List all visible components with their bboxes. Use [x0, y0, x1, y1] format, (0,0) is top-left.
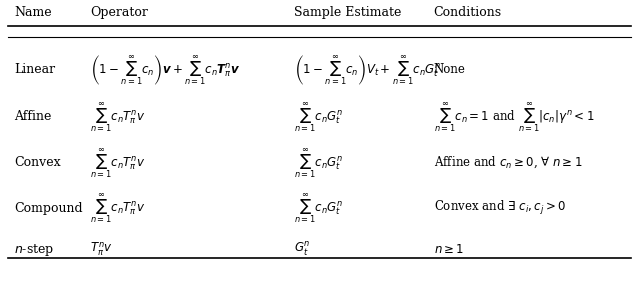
Text: $n$-step: $n$-step — [14, 242, 54, 257]
Text: Operator: Operator — [90, 6, 148, 19]
Text: Convex: Convex — [14, 156, 61, 169]
Text: $\sum_{n=1}^{\infty} c_n = 1$ and $\sum_{n=1}^{\infty} |c_n|\gamma^n < 1$: $\sum_{n=1}^{\infty} c_n = 1$ and $\sum_… — [433, 100, 594, 134]
Text: $\sum_{n=1}^{\infty} c_n G_t^n$: $\sum_{n=1}^{\infty} c_n G_t^n$ — [294, 100, 343, 134]
Text: Sample Estimate: Sample Estimate — [294, 6, 401, 19]
Text: None: None — [433, 63, 465, 76]
Text: $T_{\pi}^n v$: $T_{\pi}^n v$ — [90, 241, 113, 258]
Text: Affine: Affine — [14, 110, 51, 123]
Text: $\sum_{n=1}^{\infty} c_n G_t^n$: $\sum_{n=1}^{\infty} c_n G_t^n$ — [294, 145, 343, 179]
Text: $\sum_{n=1}^{\infty} c_n T_{\pi}^n v$: $\sum_{n=1}^{\infty} c_n T_{\pi}^n v$ — [90, 145, 146, 179]
Text: Conditions: Conditions — [433, 6, 502, 19]
Text: Linear: Linear — [14, 63, 55, 76]
Text: Affine and $c_n \geq 0$, $\forall$ $n \geq 1$: Affine and $c_n \geq 0$, $\forall$ $n \g… — [433, 155, 582, 170]
Text: $n \geq 1$: $n \geq 1$ — [433, 243, 464, 256]
Text: Name: Name — [14, 6, 52, 19]
Text: $\left(1 - \sum_{n=1}^{\infty} c_n\right) V_t + \sum_{n=1}^{\infty} c_n G_t^n$: $\left(1 - \sum_{n=1}^{\infty} c_n\right… — [294, 53, 441, 87]
Text: Convex and $\exists$ $c_i, c_j > 0$: Convex and $\exists$ $c_i, c_j > 0$ — [433, 199, 565, 217]
Text: $\sum_{n=1}^{\infty} c_n T_{\pi}^n v$: $\sum_{n=1}^{\infty} c_n T_{\pi}^n v$ — [90, 100, 146, 134]
Text: $G_t^n$: $G_t^n$ — [294, 241, 310, 258]
Text: $\sum_{n=1}^{\infty} c_n T_{\pi}^n v$: $\sum_{n=1}^{\infty} c_n T_{\pi}^n v$ — [90, 191, 146, 225]
Text: $\sum_{n=1}^{\infty} c_n G_t^n$: $\sum_{n=1}^{\infty} c_n G_t^n$ — [294, 191, 343, 225]
Text: $\left(1 - \sum_{n=1}^{\infty} c_n\right)\boldsymbol{v} + \sum_{n=1}^{\infty} c_: $\left(1 - \sum_{n=1}^{\infty} c_n\right… — [90, 53, 241, 87]
Text: Compound: Compound — [14, 202, 83, 215]
